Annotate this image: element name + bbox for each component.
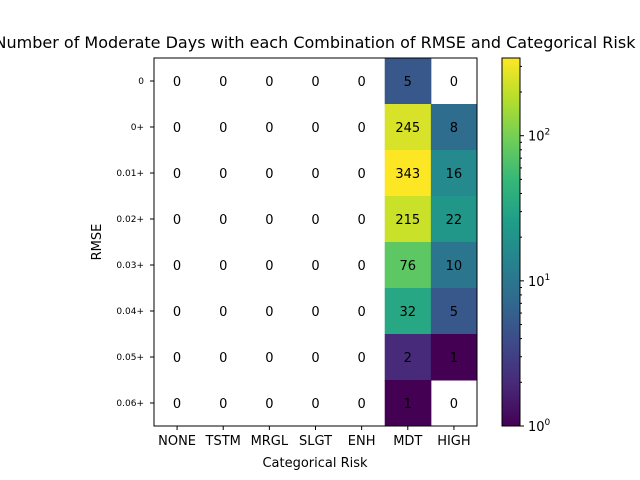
cell-value-label: 5 <box>404 75 412 90</box>
cell-value-label: 0 <box>173 351 181 366</box>
x-tick-label: MRGL <box>251 434 289 449</box>
cell-value-label: 0 <box>358 351 366 366</box>
cell-value-label: 0 <box>219 259 227 274</box>
cell-labels: 0 0 0 0 0 5 00 0 0 0 0 245 80 0 0 0 0 343 160 0 0 0 0 215 220 0 0 0… <box>173 75 462 412</box>
cell-value-label: 0 <box>219 213 227 228</box>
heatmap-cell <box>430 196 478 243</box>
cell-value-label: 0 <box>311 167 319 182</box>
cell-value-label: 0 <box>265 75 273 90</box>
chart-title: Number of Moderate Days with each Combin… <box>0 33 636 52</box>
cell-value-label: 245 <box>395 121 420 136</box>
colorbar-ticks: 100 101 102 <box>520 65 551 435</box>
cell-value-label: 0 <box>173 167 181 182</box>
cell-value-label: 0 <box>265 305 273 320</box>
heatmap-cell <box>430 150 478 197</box>
colorbar-tick-label: 102 <box>528 128 550 145</box>
heatmap-cells <box>384 58 478 427</box>
cell-value-label: 0 <box>219 167 227 182</box>
x-tick-label: SLGT <box>299 434 332 449</box>
colorbar-tick-label: 101 <box>528 273 550 290</box>
y-tick-label: 0.01+ <box>116 169 144 179</box>
cell-value-label: 1 <box>404 397 412 412</box>
heatmap-cell <box>384 150 432 197</box>
heatmap-cell <box>384 334 432 381</box>
cell-value-label: 0 <box>219 351 227 366</box>
cell-value-label: 343 <box>395 167 420 182</box>
x-axis-ticks: NONE TSTM MRGL SLGT ENH MDT HIGH <box>158 426 471 449</box>
cell-value-label: 22 <box>446 213 463 228</box>
y-tick-label: 0.02+ <box>116 215 144 225</box>
heatmap-cell <box>384 58 432 105</box>
cell-value-label: 0 <box>265 259 273 274</box>
cell-value-label: 0 <box>450 75 458 90</box>
cell-value-label: 76 <box>400 259 417 274</box>
heatmap-cell <box>384 380 432 427</box>
y-tick-label: 0+ <box>131 123 144 133</box>
cell-value-label: 2 <box>404 351 412 366</box>
cell-value-label: 0 <box>219 305 227 320</box>
cell-value-label: 0 <box>265 351 273 366</box>
y-tick-label: 0.06+ <box>116 399 144 409</box>
cell-value-label: 0 <box>173 397 181 412</box>
cell-value-label: 0 <box>311 121 319 136</box>
cell-value-label: 16 <box>446 167 463 182</box>
y-tick-label: 0.05+ <box>116 353 144 363</box>
cell-value-label: 0 <box>311 75 319 90</box>
cell-value-label: 0 <box>173 121 181 136</box>
x-axis-label: Categorical Risk <box>262 456 368 471</box>
cell-value-label: 0 <box>311 305 319 320</box>
cell-value-label: 0 <box>311 351 319 366</box>
cell-value-label: 0 <box>358 167 366 182</box>
y-tick-label: 0.03+ <box>116 261 144 271</box>
cell-value-label: 215 <box>395 213 420 228</box>
heatmap-cell <box>384 104 432 151</box>
cell-value-label: 0 <box>358 75 366 90</box>
cell-value-label: 0 <box>358 397 366 412</box>
heatmap-cell <box>384 196 432 243</box>
cell-value-label: 0 <box>358 121 366 136</box>
heatmap-cell <box>384 288 432 335</box>
heatmap-cell <box>430 288 478 335</box>
cell-value-label: 32 <box>400 305 417 320</box>
y-tick-label: 0 <box>138 77 144 87</box>
cell-value-label: 0 <box>358 259 366 274</box>
cell-value-label: 0 <box>219 121 227 136</box>
heatmap-cell <box>430 242 478 289</box>
cell-value-label: 0 <box>173 75 181 90</box>
cell-value-label: 0 <box>311 397 319 412</box>
cell-value-label: 0 <box>265 397 273 412</box>
x-tick-label: HIGH <box>437 434 470 449</box>
y-axis-label: RMSE <box>90 224 105 261</box>
cell-value-label: 0 <box>173 213 181 228</box>
heatmap-cell <box>430 334 478 381</box>
x-tick-label: MDT <box>393 434 422 449</box>
cell-value-label: 5 <box>450 305 458 320</box>
y-axis-ticks: 0 0+ 0.01+ 0.02+ 0.03+ 0.04+ 0.05+ 0.06+ <box>116 77 154 409</box>
cell-value-label: 0 <box>173 259 181 274</box>
y-tick-label: 0.04+ <box>116 307 144 317</box>
colorbar <box>501 57 521 427</box>
cell-value-label: 1 <box>450 351 458 366</box>
cell-value-label: 0 <box>219 75 227 90</box>
heatmap-cell <box>430 104 478 151</box>
cell-value-label: 0 <box>265 121 273 136</box>
x-tick-label: ENH <box>348 434 376 449</box>
cell-value-label: 8 <box>450 121 458 136</box>
cell-value-label: 0 <box>265 167 273 182</box>
cell-value-label: 0 <box>358 305 366 320</box>
cell-value-label: 10 <box>446 259 463 274</box>
x-tick-label: NONE <box>158 434 196 449</box>
cell-value-label: 0 <box>173 305 181 320</box>
colorbar-tick-label: 100 <box>528 418 551 435</box>
cell-value-label: 0 <box>219 397 227 412</box>
cell-value-label: 0 <box>265 213 273 228</box>
cell-value-label: 0 <box>358 213 366 228</box>
heatmap-cell <box>384 242 432 289</box>
cell-value-label: 0 <box>311 259 319 274</box>
x-tick-label: TSTM <box>205 434 241 449</box>
cell-value-label: 0 <box>450 397 458 412</box>
cell-value-label: 0 <box>311 213 319 228</box>
